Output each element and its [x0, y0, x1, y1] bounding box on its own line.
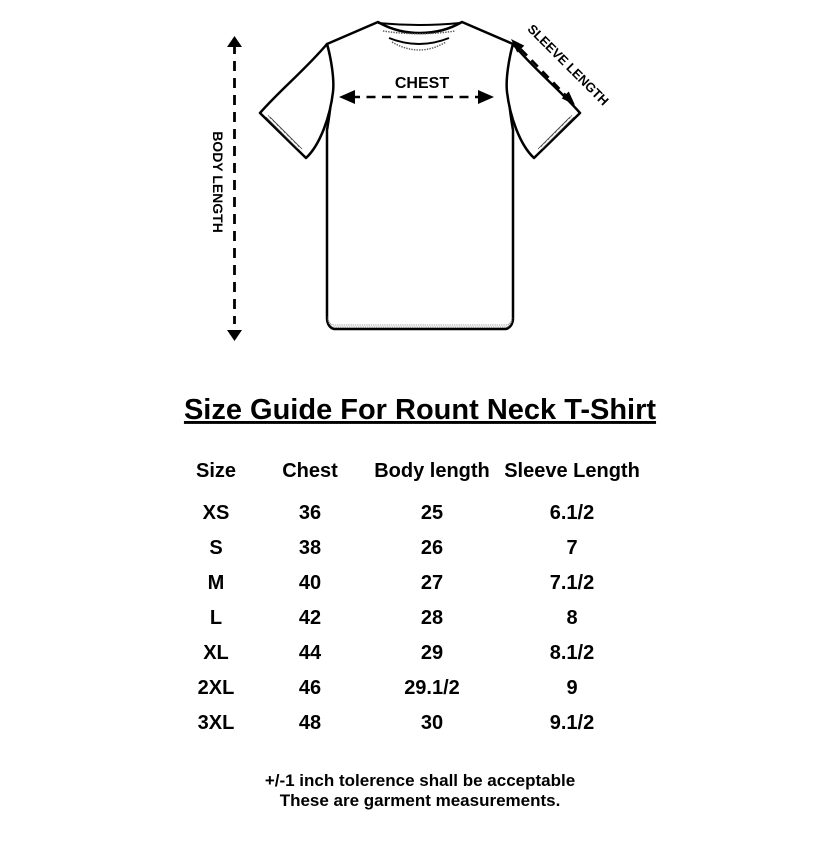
- svg-text:CHEST: CHEST: [395, 75, 449, 92]
- svg-text:M: M: [208, 572, 225, 594]
- svg-text:S: S: [209, 537, 222, 559]
- svg-text:46: 46: [299, 677, 321, 699]
- svg-text:27: 27: [421, 572, 443, 594]
- svg-text:29.1/2: 29.1/2: [404, 677, 460, 699]
- svg-text:8: 8: [566, 607, 577, 629]
- svg-text:+/-1 inch tolerence shall be a: +/-1 inch tolerence shall be acceptable: [265, 771, 575, 790]
- svg-text:44: 44: [299, 642, 322, 664]
- svg-text:Chest: Chest: [282, 460, 338, 482]
- svg-text:2XL: 2XL: [198, 677, 235, 699]
- svg-text:3XL: 3XL: [198, 712, 235, 734]
- svg-text:29: 29: [421, 642, 443, 664]
- svg-text:40: 40: [299, 572, 321, 594]
- svg-text:9.1/2: 9.1/2: [550, 712, 594, 734]
- svg-text:9: 9: [566, 677, 577, 699]
- svg-text:These are garment measurements: These are garment measurements.: [280, 791, 561, 810]
- svg-text:L: L: [210, 607, 222, 629]
- svg-text:7: 7: [566, 537, 577, 559]
- svg-text:48: 48: [299, 712, 321, 734]
- svg-text:7.1/2: 7.1/2: [550, 572, 594, 594]
- svg-text:Size: Size: [196, 460, 236, 482]
- svg-text:Size Guide For Rount Neck T-Sh: Size Guide For Rount Neck T-Shirt: [184, 394, 656, 426]
- svg-text:8.1/2: 8.1/2: [550, 642, 594, 664]
- svg-text:42: 42: [299, 607, 321, 629]
- svg-text:BODY LENGTH: BODY LENGTH: [210, 131, 226, 233]
- svg-text:38: 38: [299, 537, 321, 559]
- svg-text:6.1/2: 6.1/2: [550, 502, 594, 524]
- svg-text:XS: XS: [203, 502, 230, 524]
- svg-text:30: 30: [421, 712, 443, 734]
- svg-text:36: 36: [299, 502, 321, 524]
- svg-text:26: 26: [421, 537, 443, 559]
- svg-text:Sleeve Length: Sleeve Length: [504, 460, 640, 482]
- svg-text:25: 25: [421, 502, 443, 524]
- svg-text:Body length: Body length: [374, 460, 490, 482]
- svg-text:28: 28: [421, 607, 443, 629]
- svg-text:XL: XL: [203, 642, 229, 664]
